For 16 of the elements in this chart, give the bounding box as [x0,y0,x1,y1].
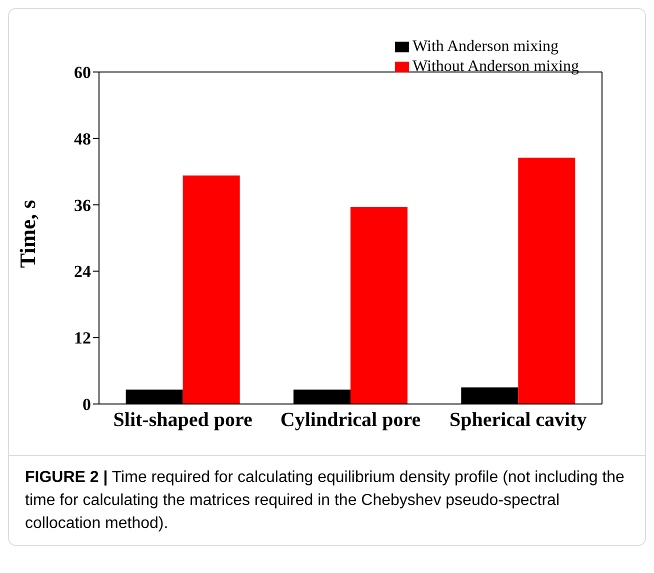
caption: FIGURE 2 | Time required for calculating equilibrium density profile (not including the time for calculating the matrices required in the Chebyshev pseudo-spectral collocation method). [25,469,624,532]
y-tick-label: 12 [74,328,91,348]
y-tick-label: 0 [82,395,91,414]
x-tick-label: Spherical cavity [450,409,587,432]
bar [182,175,240,404]
legend-label: Without Anderson mixing [412,58,579,75]
y-axis-title: Time, s [14,200,40,268]
bar [518,158,576,404]
y-tick-label: 36 [74,196,91,215]
legend-label: With Anderson mixing [412,38,559,55]
y-tick-label: 24 [74,262,92,282]
x-tick-label: Cylindrical pore [280,409,421,432]
bar [350,207,408,404]
y-tick-label: 48 [74,129,91,148]
y-tick-label: 60 [74,63,91,82]
x-tick-label: Slit-shaped pore [113,409,253,432]
